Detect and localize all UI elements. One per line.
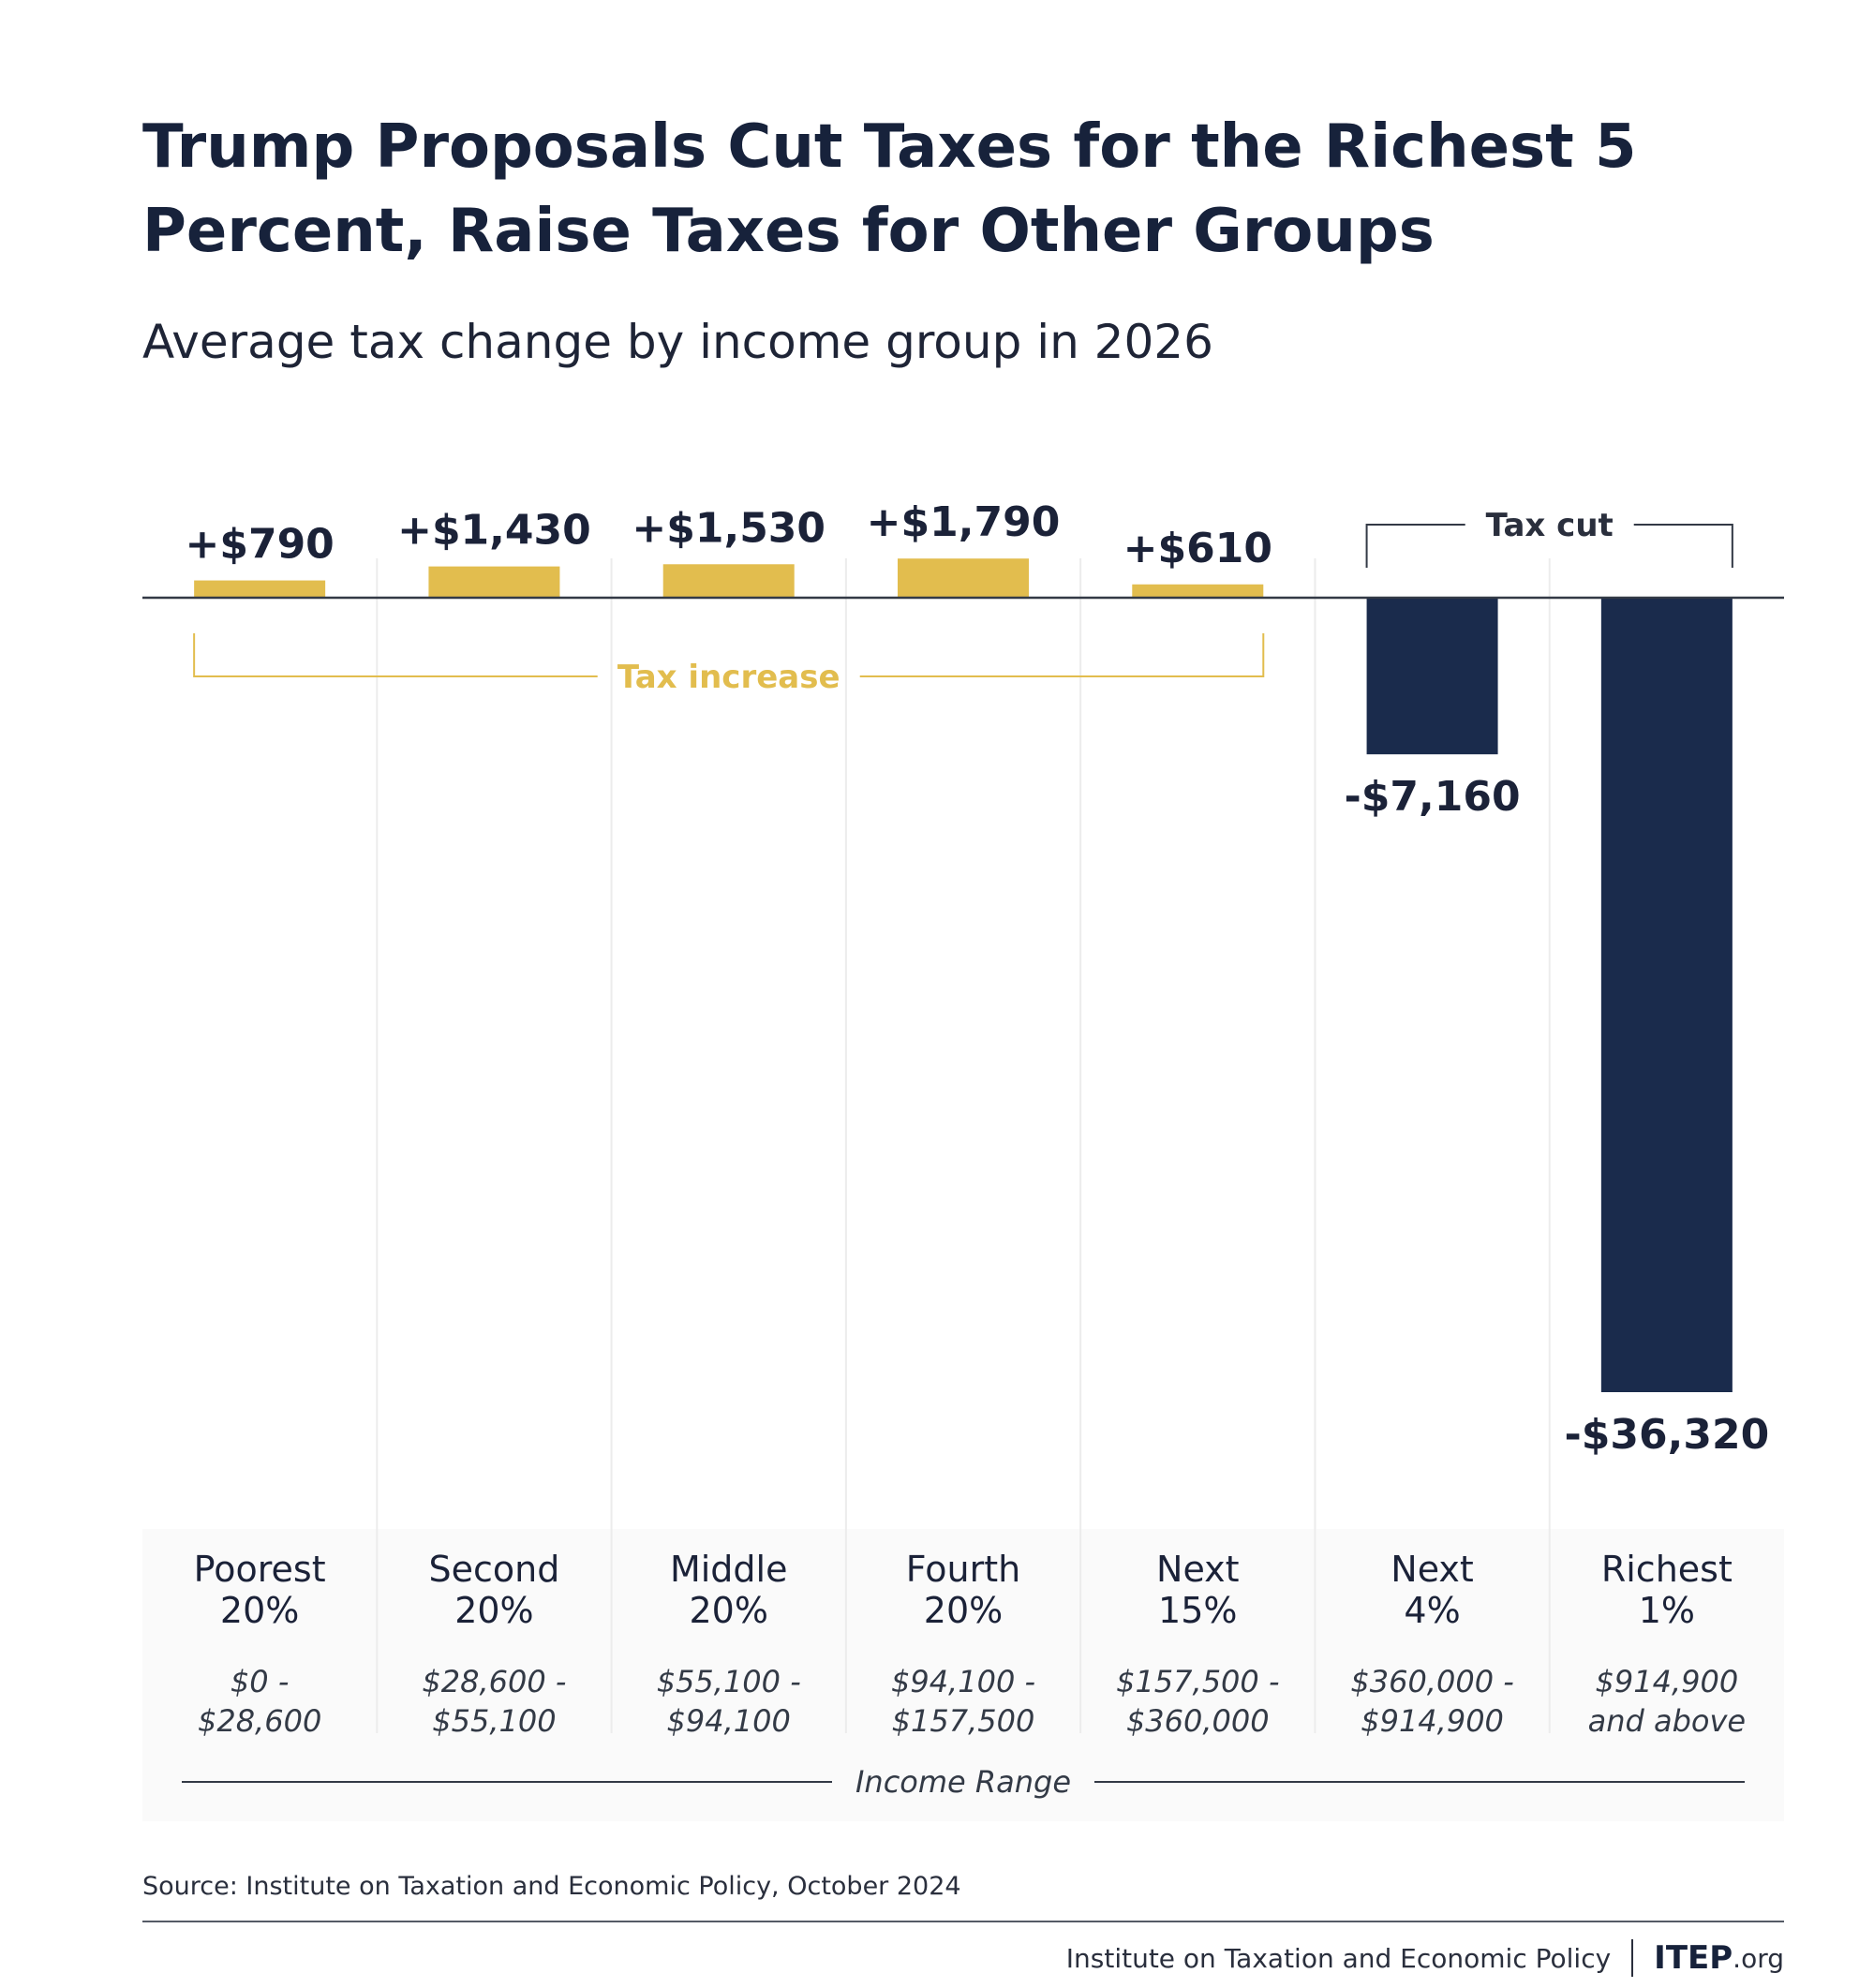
- income-table-background: [142, 1529, 1784, 1821]
- category-label-4: Fourth 20%: [906, 1549, 1020, 1631]
- tax-cut-bracket-left: [1365, 524, 1465, 568]
- tax-increase-bracket-left: [193, 633, 598, 677]
- value-label-6: -$7,160: [1345, 773, 1521, 821]
- bar-2: [428, 566, 560, 598]
- value-label-2: +$1,430: [397, 507, 591, 555]
- income-range-7: $914,900 and above: [1588, 1664, 1747, 1739]
- tax-increase-annotation: Tax increase: [617, 659, 840, 696]
- footer-separator: [1631, 1939, 1634, 1977]
- value-label-7: -$36,320: [1565, 1411, 1770, 1459]
- category-label-5: Next 15%: [1156, 1549, 1240, 1631]
- income-range-1: $0 -$28,600: [198, 1664, 321, 1739]
- income-range-4: $94,100 -$157,500: [891, 1664, 1035, 1739]
- category-label-3: Middle 20%: [670, 1549, 788, 1631]
- income-range-5: $157,500 -$360,000: [1116, 1664, 1279, 1739]
- category-label-6: Next 4%: [1391, 1549, 1474, 1631]
- footer-org-name: Institute on Taxation and Economic Polic…: [1065, 1942, 1612, 1974]
- bar-7: [1600, 598, 1733, 1392]
- value-label-1: +$790: [185, 521, 334, 569]
- tax-change-bar-chart: +$790 +$1,430 +$1,530 +$1,790 +$610 -$7,160 -$…: [142, 498, 1784, 1821]
- bar-5: [1132, 584, 1264, 598]
- itep-logo-suffix: .org: [1733, 1942, 1784, 1974]
- chart-subtitle: Average tax change by income group in 20…: [142, 315, 1213, 369]
- category-label-1: Poorest 20%: [194, 1549, 326, 1631]
- source-note: Source: Institute on Taxation and Econom…: [142, 1872, 961, 1901]
- bar-4: [898, 558, 1029, 598]
- income-range-2: $28,600 -$55,100: [422, 1664, 566, 1739]
- bar-6: [1366, 598, 1498, 755]
- chart-title: Trump Proposals Cut Taxes for the Riches…: [142, 112, 1637, 266]
- footer-divider: [142, 1921, 1784, 1922]
- value-label-3: +$1,530: [632, 504, 825, 552]
- income-range-3: $55,100 -$94,100: [657, 1664, 801, 1739]
- tax-cut-bracket-right: [1633, 524, 1733, 568]
- category-label-2: Second 20%: [428, 1549, 559, 1631]
- x-axis-label: Income Range: [855, 1764, 1071, 1800]
- bar-3: [662, 564, 795, 598]
- category-label-7: Richest 1%: [1601, 1549, 1733, 1631]
- bar-1: [194, 580, 326, 598]
- tax-cut-annotation: Tax cut: [1486, 507, 1614, 544]
- income-range-6: $360,000 -$914,900: [1350, 1664, 1513, 1739]
- itep-logo[interactable]: ITEP: [1654, 1939, 1733, 1977]
- value-label-5: +$610: [1123, 525, 1272, 572]
- tax-increase-bracket-right: [859, 633, 1265, 677]
- value-label-4: +$1,790: [867, 498, 1061, 546]
- footer: Institute on Taxation and Economic Polic…: [1066, 1939, 1784, 1977]
